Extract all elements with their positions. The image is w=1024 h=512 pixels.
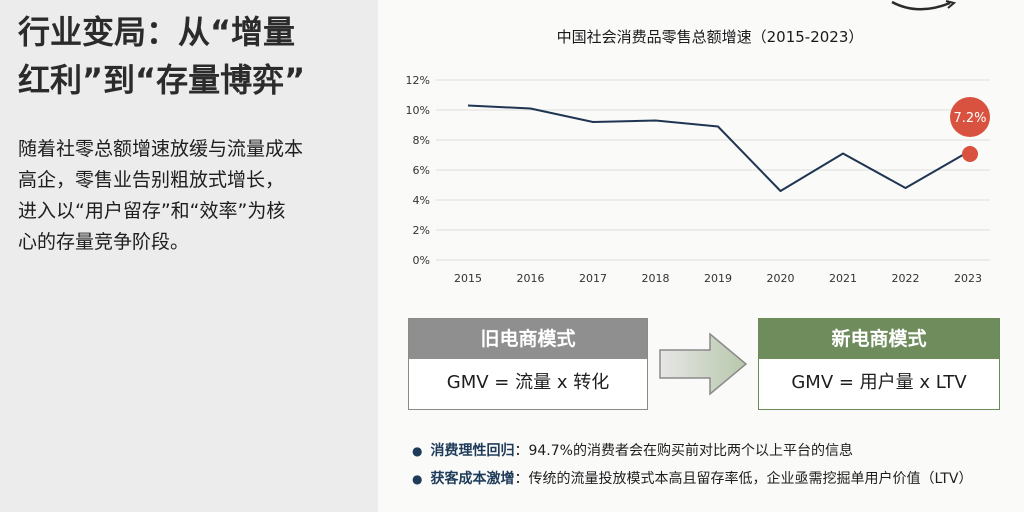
x-tick-label: 2015 bbox=[454, 272, 482, 285]
bullet-key: 消费理性回归 bbox=[430, 443, 515, 459]
intro-line: 随着社零总额增速放缓与流量成本 bbox=[18, 138, 304, 160]
bullet-item: ● 获客成本激增：传统的流量投放模式本高且留存率低，企业亟需挖掘单用户价值（LTV… bbox=[412, 471, 1022, 487]
intro-line: 高企，零售业告别粗放式增长， bbox=[18, 169, 285, 191]
x-tick-label: 2022 bbox=[892, 272, 920, 285]
bullet-text: ：传统的流量投放模式本高且留存率低，企业亟需挖掘单用户价值（LTV） bbox=[514, 471, 973, 487]
x-tick-label: 2017 bbox=[579, 272, 607, 285]
x-tick-label: 2019 bbox=[704, 272, 732, 285]
corner-swoosh-decoration bbox=[891, 0, 957, 11]
old-model-title: 旧电商模式 bbox=[409, 319, 647, 359]
bullet-key: 获客成本激增 bbox=[430, 471, 515, 487]
old-model-box: 旧电商模式 GMV = 流量 x 转化 bbox=[408, 318, 648, 410]
new-model-box: 新电商模式 GMV = 用户量 x LTV bbox=[758, 318, 1000, 410]
chart-title: 中国社会消费品零售总额增速（2015-2023） bbox=[556, 28, 864, 46]
highlight-data-label: 7.2% bbox=[953, 111, 986, 126]
right-panel bbox=[378, 0, 1024, 512]
highlight-point bbox=[962, 146, 978, 162]
headline-line-2: 红利”到“存量博弈” bbox=[18, 61, 306, 99]
new-model-title: 新电商模式 bbox=[759, 319, 999, 359]
x-tick-label: 2020 bbox=[767, 272, 795, 285]
left-panel: 行业变局：从“增量 红利”到“存量博弈” 随着社零总额增速放缓与流量成本 高企，… bbox=[0, 0, 378, 512]
intro-line: 心的存量竞争阶段。 bbox=[18, 231, 190, 253]
old-model-formula: GMV = 流量 x 转化 bbox=[446, 372, 610, 393]
y-tick-label: 2% bbox=[413, 224, 430, 237]
x-tick-label: 2018 bbox=[642, 272, 670, 285]
new-model-formula: GMV = 用户量 x LTV bbox=[791, 372, 967, 393]
x-tick-label: 2023 bbox=[954, 272, 982, 285]
y-tick-label: 12% bbox=[406, 74, 430, 87]
growth-line-chart: 0% 2% 4% 6% 8% 10% 12% 2015 2016 2017 2018 2019 2020… bbox=[406, 74, 990, 285]
bullet-item: ● 消费理性回归：94.7%的消费者会在购买前对比两个以上平台的信息 bbox=[412, 443, 1022, 459]
bullet-list: ● 消费理性回归：94.7%的消费者会在购买前对比两个以上平台的信息 ● 获客成本激… bbox=[412, 443, 1022, 499]
bullet-dot-icon: ● bbox=[412, 472, 423, 486]
x-tick-label: 2016 bbox=[517, 272, 545, 285]
transition-arrow-icon bbox=[659, 332, 748, 396]
highlight-callout-bubble bbox=[950, 97, 990, 137]
y-tick-label: 8% bbox=[413, 134, 430, 147]
bullet-dot-icon: ● bbox=[412, 444, 423, 458]
x-tick-label: 2021 bbox=[829, 272, 857, 285]
y-tick-label: 10% bbox=[406, 104, 430, 117]
bullet-text: ：94.7%的消费者会在购买前对比两个以上平台的信息 bbox=[514, 443, 853, 459]
series-line bbox=[467, 104, 969, 192]
headline-line-1: 行业变局：从“增量 bbox=[18, 13, 296, 51]
y-tick-label: 4% bbox=[413, 194, 430, 207]
headline: 行业变局：从“增量 红利”到“存量博弈” bbox=[18, 8, 368, 104]
intro-line: 进入以“用户留存”和“效率”为核 bbox=[18, 200, 286, 222]
intro-paragraph: 随着社零总额增速放缓与流量成本 高企，零售业告别粗放式增长， 进入以“用户留存”… bbox=[18, 134, 363, 258]
y-tick-label: 0% bbox=[413, 254, 430, 267]
y-tick-label: 6% bbox=[413, 164, 430, 177]
